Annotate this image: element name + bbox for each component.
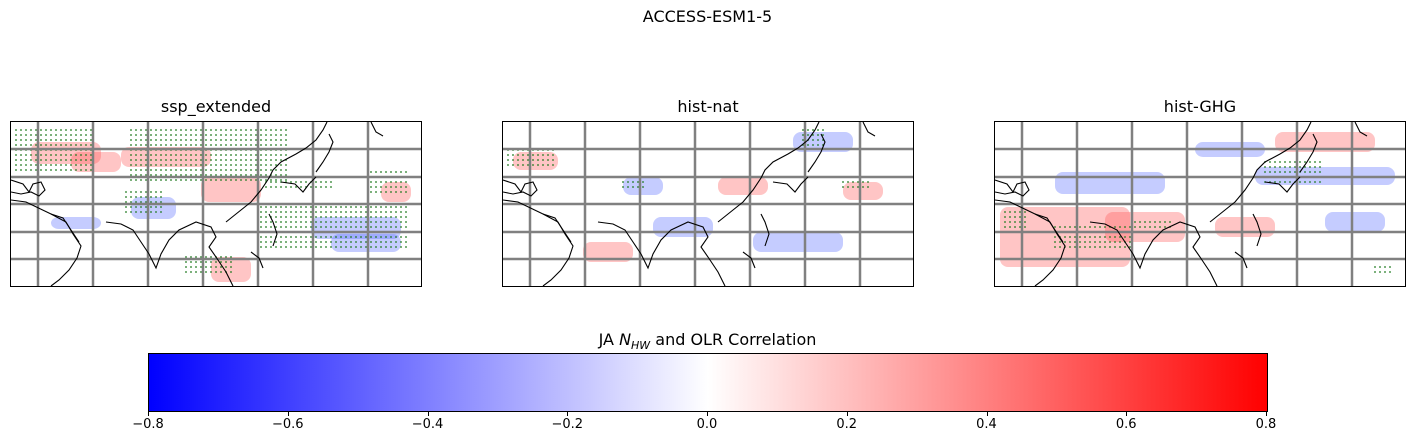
panel-title-hist-ghg: hist-GHG [1163, 97, 1237, 116]
positive-correlation-region [843, 182, 883, 200]
colorbar-tick [567, 411, 569, 416]
significance-stippling [15, 129, 407, 273]
negative-correlation-region [1325, 212, 1385, 232]
colorbar-gradient [149, 354, 1267, 411]
coastline [503, 122, 876, 286]
colorbar-tick-label: 0.2 [836, 417, 858, 432]
colorbar-label: JA NHW and OLR Correlation [598, 330, 817, 353]
gridlines [995, 122, 1405, 286]
colorbar-tick [986, 411, 988, 416]
colorbar-tick [148, 411, 149, 416]
colorbar-tick-label: 0.4 [976, 417, 997, 432]
negative-correlation-region [793, 132, 853, 152]
figure-title: ACCESS-ESM1-5 [642, 7, 773, 26]
map-panel-hist-ghg [994, 121, 1406, 287]
colorbar-tick [707, 411, 708, 416]
positive-correlation-region [1215, 217, 1275, 237]
positive-correlation-region [211, 257, 251, 282]
correlation-map [11, 122, 421, 286]
colorbar-tick-label: 0.8 [1255, 417, 1277, 432]
correlation-map [503, 122, 913, 286]
colorbar-tick [427, 411, 429, 416]
positive-correlation-region [31, 142, 101, 164]
negative-correlation-region [51, 217, 101, 229]
map-panel-ssp-extended [10, 121, 422, 287]
positive-correlation-region [1275, 132, 1375, 152]
positive-correlation-region [513, 152, 558, 170]
colorbar-tick [1126, 411, 1128, 416]
positive-correlation-region [201, 177, 261, 202]
colorbar-tick-label: −0.2 [551, 417, 584, 432]
coastline [995, 122, 1368, 286]
negative-correlation-region [1055, 172, 1165, 194]
colorbar-tick-label: −0.4 [411, 417, 444, 432]
negative-correlation-region [331, 234, 401, 252]
colorbar [148, 353, 1268, 412]
negative-correlation-region [653, 217, 713, 237]
map-panel-hist-nat [502, 121, 914, 287]
colorbar-tick-label: 0.6 [1115, 417, 1137, 432]
colorbar-tick [846, 411, 848, 416]
colorbar-tick-label: −0.6 [271, 417, 304, 432]
positive-correlation-region [718, 177, 768, 195]
negative-correlation-region [131, 197, 176, 219]
colorbar-tick [287, 411, 289, 416]
panel-title-ssp-extended: ssp_extended [160, 97, 272, 116]
coastline [11, 122, 384, 286]
panel-title-hist-nat: hist-nat [677, 97, 739, 116]
gridlines [503, 122, 913, 286]
correlation-map [995, 122, 1405, 286]
negative-correlation-region [311, 217, 401, 239]
colorbar-tick-label: 0.0 [696, 417, 718, 432]
colorbar-tick-label: −0.8 [132, 417, 164, 432]
positive-correlation-region [121, 147, 211, 167]
negative-correlation-region [623, 177, 663, 195]
gridlines [11, 122, 421, 286]
negative-correlation-region [753, 232, 843, 252]
positive-correlation-region [71, 152, 121, 172]
colorbar-tick [1266, 411, 1267, 416]
positive-correlation-region [583, 242, 633, 262]
